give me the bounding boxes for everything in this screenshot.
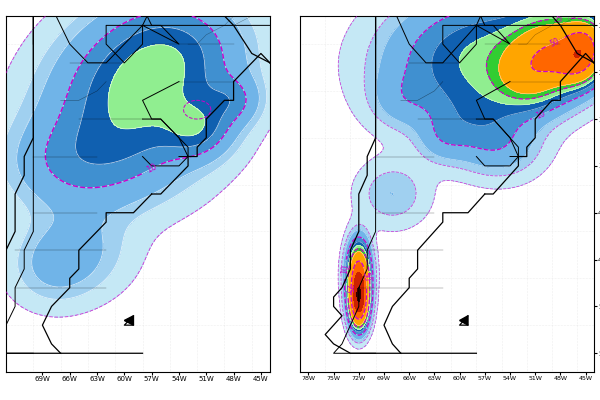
Text: 10: 10 <box>340 264 350 274</box>
Text: 50: 50 <box>361 271 371 282</box>
Text: 25: 25 <box>553 14 563 24</box>
Text: 10: 10 <box>535 109 547 121</box>
Polygon shape <box>124 316 133 325</box>
Text: 10: 10 <box>145 162 158 175</box>
Text: 50: 50 <box>548 36 561 49</box>
Text: 25: 25 <box>343 284 352 293</box>
Polygon shape <box>460 316 468 325</box>
